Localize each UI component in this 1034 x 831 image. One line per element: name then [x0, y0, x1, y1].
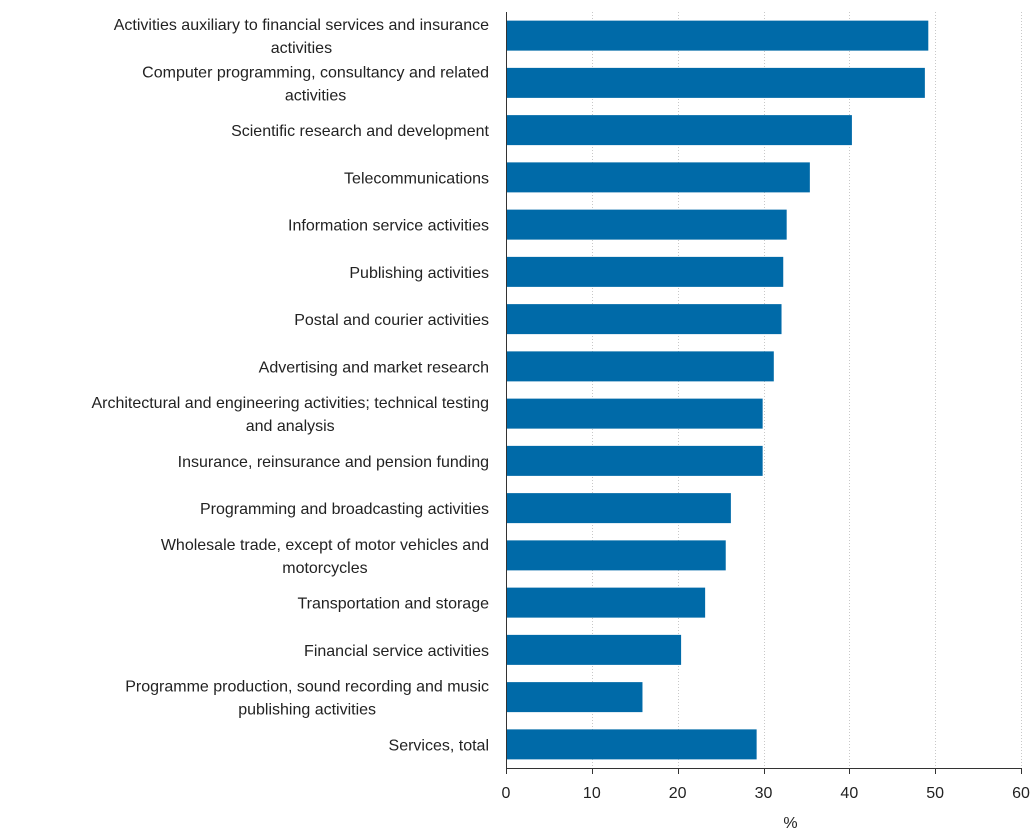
category-label: Services, total	[389, 737, 489, 754]
x-tick-label: 30	[755, 785, 773, 802]
bar	[507, 729, 757, 760]
x-axis: 0 10 20 30 40 50 60	[502, 12, 1030, 802]
bar	[507, 540, 726, 571]
category-label: publishing activities	[238, 702, 376, 719]
category-label: Programming and broadcasting activities	[200, 501, 489, 518]
category-label: Financial service activities	[304, 643, 489, 660]
bar	[507, 162, 810, 193]
category-label: Activities auxiliary to financial servic…	[114, 17, 489, 34]
category-label: Architectural and engineering activities…	[91, 395, 489, 412]
bar	[507, 304, 782, 335]
bar	[507, 351, 774, 382]
bar	[507, 587, 706, 618]
category-label: Scientific research and development	[231, 123, 489, 140]
bar	[507, 445, 763, 476]
category-label: Insurance, reinsurance and pension fundi…	[178, 454, 489, 471]
bar	[507, 493, 731, 524]
x-tick-label: 40	[840, 785, 858, 802]
category-label: activities	[285, 87, 346, 104]
category-label: motorcycles	[282, 560, 367, 577]
category-label: activities	[271, 40, 332, 57]
x-tick-label: 20	[669, 785, 687, 802]
bar	[507, 634, 682, 665]
category-label: Computer programming, consultancy and re…	[142, 64, 489, 81]
category-label: Telecommunications	[344, 170, 489, 187]
x-tick-label: 10	[583, 785, 601, 802]
category-label: Programme production, sound recording an…	[125, 679, 489, 696]
category-label: Postal and courier activities	[294, 312, 489, 329]
category-label: Advertising and market research	[259, 359, 489, 376]
category-label: Publishing activities	[349, 265, 489, 282]
x-tick-label: 50	[926, 785, 944, 802]
bar	[507, 256, 784, 287]
bar	[507, 682, 643, 713]
category-labels: Activities auxiliary to financial servic…	[91, 17, 489, 754]
bar	[507, 20, 929, 51]
bar	[507, 398, 763, 429]
category-label: Transportation and storage	[297, 596, 489, 613]
x-tick-label: 0	[502, 785, 511, 802]
bar	[507, 209, 787, 240]
bar	[507, 115, 852, 146]
category-label: and analysis	[246, 418, 335, 435]
bar	[507, 67, 925, 98]
category-label: Information service activities	[288, 218, 489, 235]
x-tick-label: 60	[1012, 785, 1030, 802]
x-axis-title: %	[783, 815, 797, 831]
category-label: Wholesale trade, except of motor vehicle…	[161, 537, 489, 554]
bars	[507, 20, 929, 760]
